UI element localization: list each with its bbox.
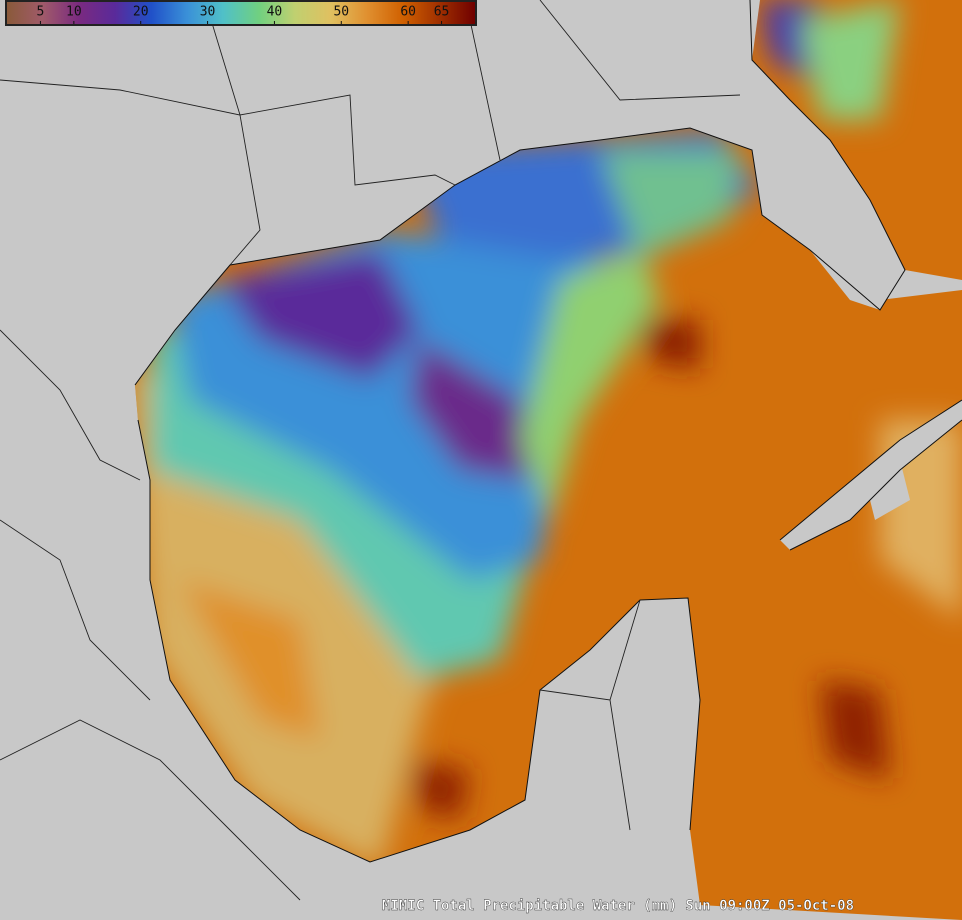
colorbar: 5 10 20 30 40 50 60 65: [5, 0, 477, 26]
colorbar-scale: [7, 2, 475, 24]
colorbar-tick-label: 40: [267, 5, 283, 20]
mexico-coast: [137, 419, 701, 863]
island: [865, 460, 910, 520]
colorbar-tick-label: 65: [434, 5, 450, 20]
caption: MIMIC Total Precipitable Water (mm) Sun …: [382, 898, 854, 914]
colorbar-tick-label: 5: [37, 5, 45, 20]
colorbar-tick-label: 20: [133, 5, 149, 20]
colorbar-tick-label: 50: [333, 5, 349, 20]
cuba: [780, 400, 962, 550]
colorbar-tick-label: 30: [200, 5, 216, 20]
state-border: [539, 0, 741, 101]
florida: [752, 60, 905, 310]
cuba-coast: [779, 399, 962, 551]
us-coast: [134, 0, 906, 386]
colorbar-tick-label: 60: [400, 5, 416, 20]
mexico-border: [0, 329, 301, 901]
yucatan-border: [539, 599, 641, 831]
coastlines: [134, 0, 962, 863]
state-border: [204, 0, 456, 186]
state-border: [0, 79, 261, 266]
colorbar-tick-label: 10: [66, 5, 82, 20]
